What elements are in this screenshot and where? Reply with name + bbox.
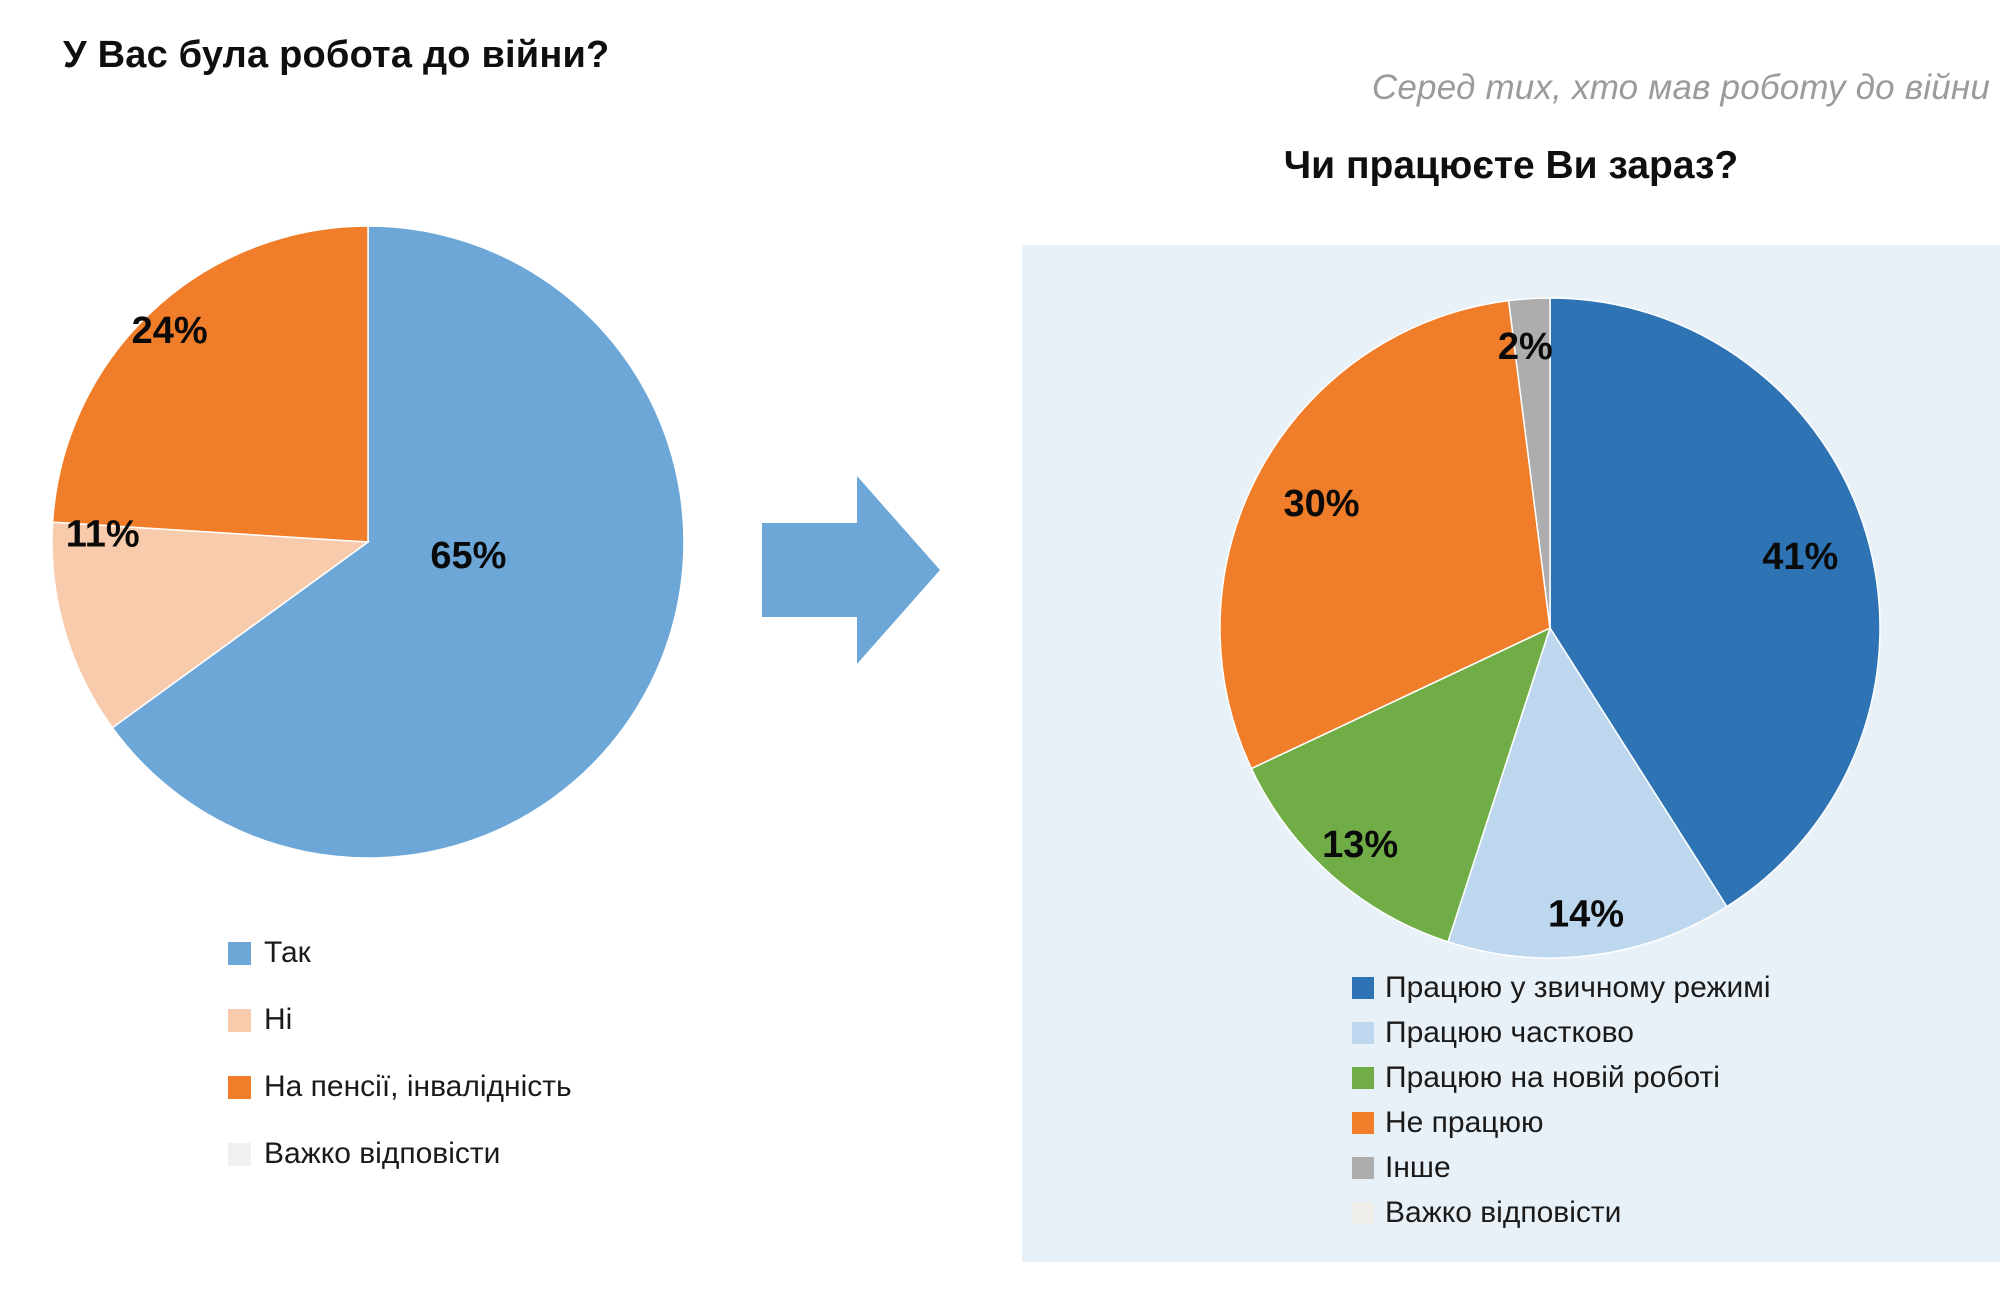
legend-item-2: Працюю на новій роботі: [1352, 1063, 1771, 1093]
pie-value-label-3: 30%: [1283, 483, 1359, 525]
legend-item-1: Ні: [228, 1005, 572, 1035]
pie-value-label-0: 41%: [1762, 536, 1838, 578]
legend-swatch-icon: [228, 1075, 251, 1099]
pie-value-label-4: 2%: [1498, 326, 1553, 368]
pie-value-label-1: 14%: [1548, 894, 1624, 936]
legend-swatch-icon: [1352, 1202, 1374, 1224]
right-chart-subtitle: Серед тих, хто мав роботу до війни: [1371, 68, 1990, 107]
legend-label: Працюю у звичному режимі: [1385, 971, 1771, 1004]
legend-swatch-icon: [228, 1008, 251, 1032]
pie-slice-2: [1250, 626, 1552, 943]
legend-label: Важко відповісти: [1385, 1196, 1622, 1229]
legend-swatch-icon: [1352, 1067, 1374, 1089]
pie-chart-working-now: 41% 14% 13% 30% 2%: [1219, 297, 1881, 959]
pie-value-label-1: 11%: [66, 513, 140, 555]
legend-label: Працюю на новій роботі: [1385, 1061, 1720, 1094]
legend-item-4: Інше: [1352, 1153, 1771, 1183]
legend-swatch-icon: [228, 1142, 251, 1166]
legend-swatch-icon: [1352, 977, 1374, 999]
arrow-shape: [762, 476, 940, 664]
legend-label: Інше: [1385, 1151, 1451, 1184]
pie-slice-4: [1507, 297, 1551, 629]
legend-label: Не працюю: [1385, 1106, 1544, 1139]
pie-chart-before-war-job: 65% 11% 24%: [51, 225, 685, 859]
legend-working-now: Працюю у звичному режимі Працюю частково П…: [1352, 973, 1771, 1228]
pie-slice-2: [51, 225, 369, 543]
pie-value-label-2: 24%: [132, 310, 208, 352]
pie-slice-0: [111, 225, 685, 859]
legend-item-1: Працюю частково: [1352, 1018, 1771, 1048]
legend-label: Важко відповісти: [264, 1137, 501, 1170]
pie-slice-3: [1219, 299, 1551, 770]
pie-slice-1: [1447, 626, 1728, 959]
legend-item-2: На пенсії, інвалідність: [228, 1072, 572, 1102]
legend-label: Ні: [264, 1003, 293, 1036]
legend-before-war-job: Так Ні На пенсії, інвалідність Важко відпов…: [228, 938, 572, 1169]
pie-slice-0: [1549, 297, 1881, 908]
legend-label: Так: [264, 936, 311, 969]
legend-swatch-icon: [1352, 1157, 1374, 1179]
pie-value-label-2: 13%: [1322, 824, 1398, 866]
left-chart-title: У Вас була робота до війни?: [63, 34, 610, 76]
legend-item-0: Так: [228, 938, 572, 968]
right-chart-title: Чи працюєте Ви зараз?: [1283, 144, 1739, 187]
legend-swatch-icon: [228, 941, 251, 965]
legend-item-5: Важко відповісти: [1352, 1198, 1771, 1228]
pie-value-label-0: 65%: [430, 535, 506, 577]
arrow-right-icon: [762, 476, 940, 664]
legend-item-0: Працюю у звичному режимі: [1352, 973, 1771, 1003]
legend-label: Працюю частково: [1385, 1016, 1634, 1049]
legend-label: На пенсії, інвалідність: [264, 1070, 572, 1103]
legend-item-3: Не працюю: [1352, 1108, 1771, 1138]
legend-swatch-icon: [1352, 1022, 1374, 1044]
legend-item-3: Важко відповісти: [228, 1139, 572, 1169]
pie-slice-1: [51, 521, 371, 729]
legend-swatch-icon: [1352, 1112, 1374, 1134]
